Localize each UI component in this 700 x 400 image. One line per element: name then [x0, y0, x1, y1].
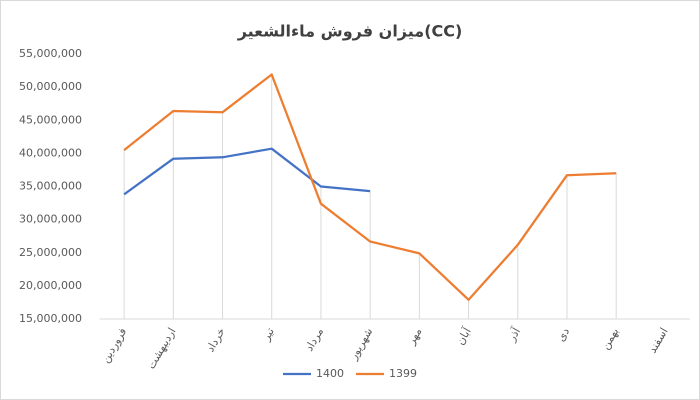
- x-tick-label: تیر: [259, 326, 277, 344]
- legend-label: 1400: [316, 367, 344, 380]
- y-tick-label: 20,000,000: [19, 279, 82, 292]
- y-tick-label: 45,000,000: [19, 113, 82, 126]
- series-line: [123, 73, 617, 301]
- y-tick-label: 50,000,000: [19, 80, 82, 93]
- y-tick-label: 35,000,000: [19, 180, 82, 193]
- y-tick-label: 30,000,000: [19, 213, 82, 226]
- y-tick-label: 25,000,000: [19, 246, 82, 259]
- x-tick-label: دی: [554, 325, 572, 343]
- chart-title: میزان فروش ماءالشعیر(CC): [237, 22, 463, 41]
- y-tick-label: 40,000,000: [19, 146, 82, 159]
- series-line: [123, 147, 371, 196]
- legend-label: 1399: [389, 367, 417, 380]
- y-tick-label: 55,000,000: [19, 47, 82, 60]
- y-tick-label: 15,000,000: [19, 312, 82, 325]
